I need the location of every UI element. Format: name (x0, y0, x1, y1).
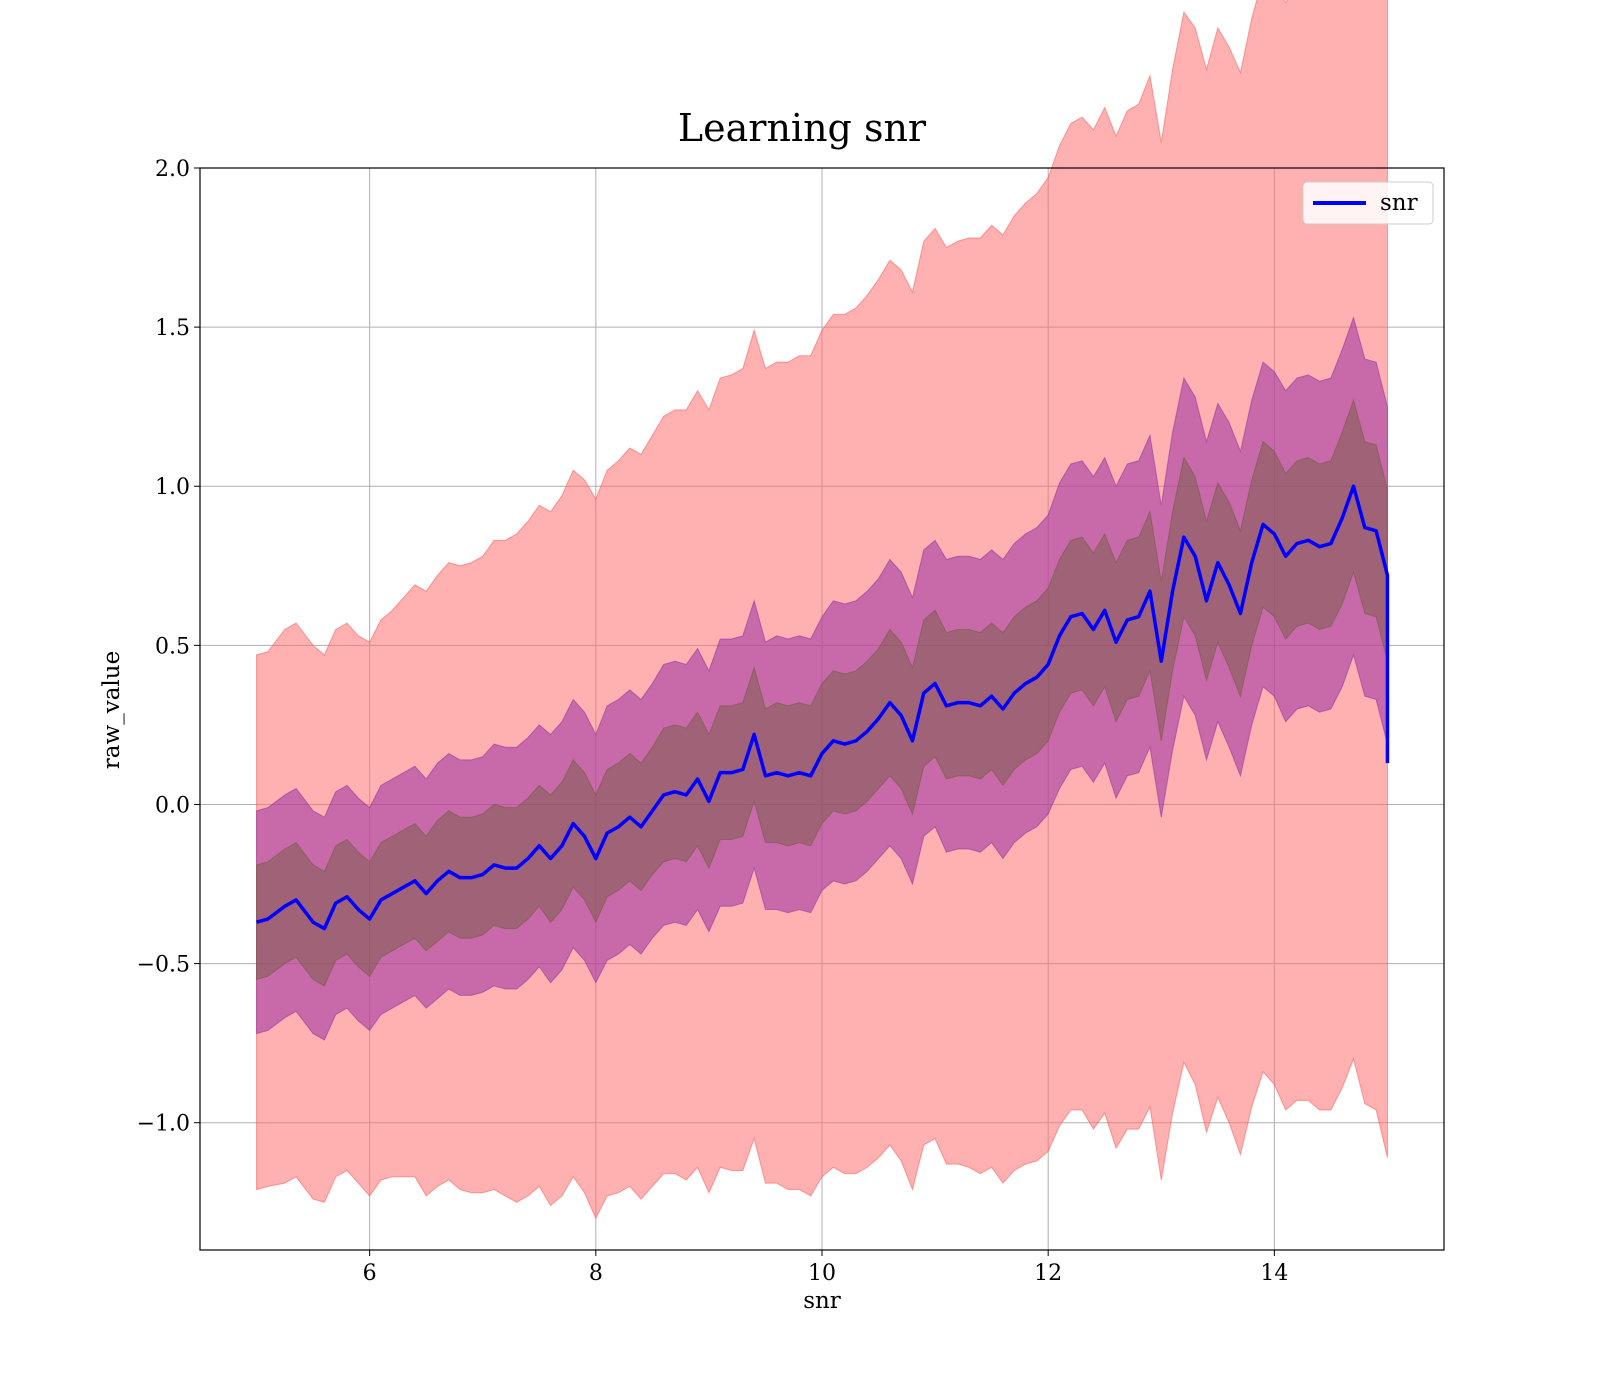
y-tick-label-2: 0.0 (155, 793, 190, 818)
x-tick-label-3: 12 (1034, 1261, 1062, 1286)
x-tick-label-1: 8 (589, 1261, 603, 1286)
x-axis-label: snr (803, 1288, 841, 1314)
confidence-bands (256, 0, 1388, 1220)
series-line-snr (256, 484, 1390, 931)
chart-title: Learning snr (678, 106, 927, 150)
legend: snr (1302, 181, 1434, 225)
x-tick-label-0: 6 (363, 1261, 377, 1286)
y-tick-label-3: 0.5 (155, 634, 190, 659)
x-tick-label-2: 10 (808, 1261, 836, 1286)
y-tick-label-1: −0.5 (137, 953, 190, 978)
y-tick-label-4: 1.0 (155, 475, 190, 500)
x-tick-label-4: 14 (1260, 1261, 1288, 1286)
legend-entry-snr: snr (1380, 190, 1418, 216)
series-lines (256, 484, 1390, 931)
legend-box (1302, 181, 1434, 225)
plot-area: 6 8 10 12 14 −1.0 −0.5 0.0 0.5 1.0 1.5 2.0 (137, 0, 1445, 1286)
y-axis-ticks: −1.0 −0.5 0.0 0.5 1.0 1.5 2.0 (137, 157, 200, 1137)
y-tick-label-6: 2.0 (155, 157, 190, 182)
y-tick-label-5: 1.5 (155, 316, 190, 341)
y-axis-label: raw_value (99, 651, 125, 769)
y-tick-label-0: −1.0 (137, 1112, 190, 1137)
x-axis-ticks: 6 8 10 12 14 (363, 1250, 1288, 1286)
